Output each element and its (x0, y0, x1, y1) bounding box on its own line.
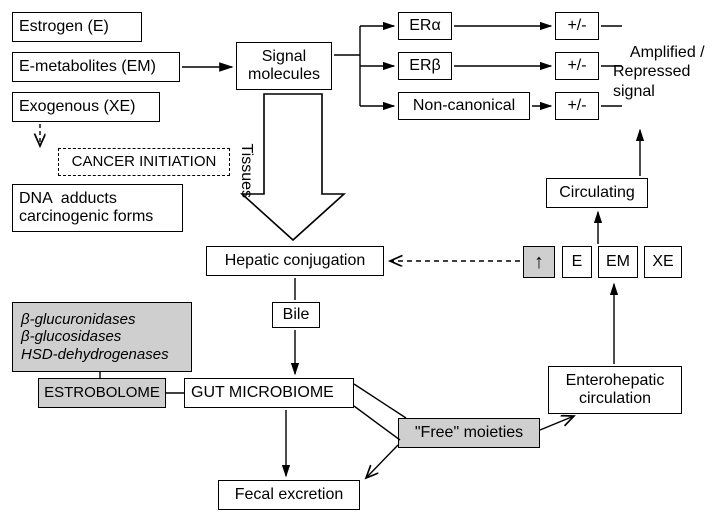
node-bile: Bile (272, 302, 320, 328)
node-estrogen: Estrogen (E) (12, 12, 142, 42)
node-circulating: Circulating (546, 178, 648, 208)
node-fecal: Fecal excretion (218, 480, 360, 510)
label: E (572, 253, 583, 271)
label: Enterohepatic circulation (566, 372, 665, 409)
node-estrobolome: ESTROBOLOME (38, 378, 166, 408)
label: Hepatic conjugation (225, 252, 366, 270)
node-xe: XE (644, 246, 682, 278)
node-era: ERα (398, 12, 452, 40)
label: ERα (409, 17, 440, 35)
label: GUT MICROBIOME (191, 384, 334, 402)
node-gut: GUT MICROBIOME (184, 378, 354, 408)
label: β-glucuronidases β-glucosidases HSD-dehy… (21, 311, 169, 363)
node-amp-rep: Amplified / Repressed signal (613, 24, 705, 120)
label: Bile (283, 306, 310, 324)
label: Fecal excretion (235, 486, 344, 504)
node-dna-adducts: DNA adducts carcinogenic forms (12, 184, 183, 232)
node-tissues: Tissues (219, 126, 273, 198)
label: +/- (567, 17, 586, 35)
label: ESTROBOLOME (44, 384, 160, 401)
label: Signal molecules (248, 48, 320, 85)
node-pm1: +/- (555, 12, 599, 40)
node-em: EM (598, 246, 638, 278)
label: "Free" moieties (415, 424, 523, 442)
label: Non-canonical (413, 97, 515, 115)
node-hepatic: Hepatic conjugation (206, 246, 384, 276)
label: E-metabolites (EM) (19, 58, 156, 76)
node-enzymes: β-glucuronidases β-glucosidases HSD-dehy… (12, 302, 192, 372)
node-emetabolites: E-metabolites (EM) (12, 52, 180, 82)
node-up-arrow: ↑ (523, 246, 555, 278)
node-cancer-initiation: CANCER INITIATION (58, 148, 230, 176)
label: Tissues (238, 144, 255, 199)
node-signal-molecules: Signal molecules (236, 42, 332, 90)
label: CANCER INITIATION (72, 153, 217, 170)
node-exogenous: Exogenous (XE) (12, 92, 160, 122)
label: DNA adducts carcinogenic forms (19, 190, 153, 227)
label: XE (652, 253, 673, 271)
node-pm2: +/- (555, 52, 599, 80)
node-erb: ERβ (398, 52, 452, 80)
label: Amplified / Repressed signal (613, 44, 705, 99)
label: Exogenous (XE) (19, 98, 136, 116)
node-e: E (562, 246, 592, 278)
node-noncanonical: Non-canonical (398, 92, 530, 120)
node-enterohepatic: Enterohepatic circulation (548, 366, 682, 414)
node-pm3: +/- (555, 92, 599, 120)
label: +/- (567, 97, 586, 115)
label: ↑ (534, 251, 544, 274)
label: Estrogen (E) (19, 18, 109, 36)
label: EM (606, 253, 630, 271)
label: Circulating (559, 184, 635, 202)
label: ERβ (409, 57, 440, 75)
node-free: "Free" moieties (398, 418, 540, 448)
label: +/- (567, 57, 586, 75)
